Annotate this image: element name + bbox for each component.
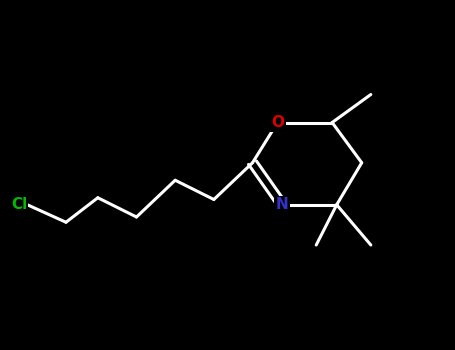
Text: O: O bbox=[271, 115, 284, 130]
Text: Cl: Cl bbox=[11, 197, 27, 212]
Text: N: N bbox=[276, 197, 288, 212]
